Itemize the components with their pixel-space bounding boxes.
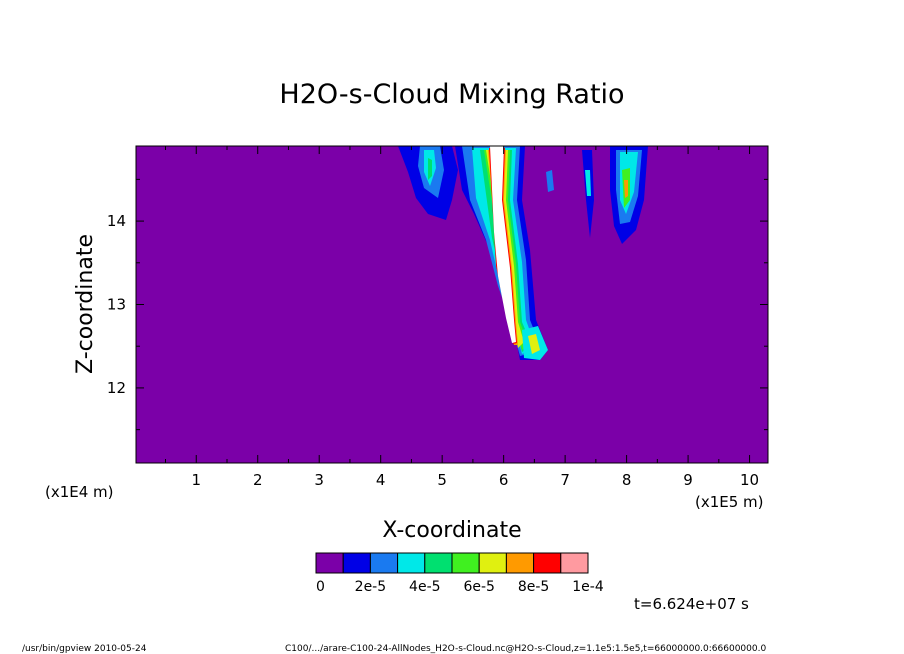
colorbar-swatch <box>315 552 344 574</box>
cloud-contour <box>546 170 554 192</box>
x-tick-label: 5 <box>437 471 447 489</box>
x-tick-label: 8 <box>622 471 632 489</box>
cloud-core <box>490 146 516 343</box>
y-tick-label: 12 <box>107 379 126 397</box>
x-tick-label: 1 <box>191 471 201 489</box>
colorbar-swatch <box>478 552 507 574</box>
x-tick-label: 4 <box>376 471 386 489</box>
x-tick-label: 3 <box>314 471 324 489</box>
x-axis-label: X-coordinate <box>382 518 521 543</box>
cloud-contour <box>585 170 591 196</box>
colorbar-label: 2e-5 <box>355 579 386 595</box>
cloud-contour <box>624 180 628 198</box>
time-annotation: t=6.624e+07 s <box>634 595 749 613</box>
footer-right: C100/.../arare-C100-24-AllNodes_H2O-s-Cl… <box>285 644 766 654</box>
colorbar-swatch <box>505 552 535 574</box>
x-tick-label: 10 <box>740 471 759 489</box>
y-axis: 12 13 14 <box>107 178 768 431</box>
colorbar-swatch <box>397 552 426 574</box>
colorbar-label: 0 <box>316 579 325 595</box>
cloud-contour <box>428 158 432 180</box>
chart-title: H2O-s-Cloud Mixing Ratio <box>279 79 624 110</box>
colorbar-label: 4e-5 <box>409 579 440 595</box>
cloud-contour <box>528 334 540 354</box>
colorbar-label: 6e-5 <box>463 579 494 595</box>
colorbar-swatch <box>369 552 399 574</box>
x-tick-label: 9 <box>683 471 693 489</box>
colorbar: 0 2e-5 4e-5 6e-5 8e-5 1e-4 <box>315 552 604 595</box>
colorbar-swatch <box>533 552 562 574</box>
y-tick-label: 14 <box>107 212 126 230</box>
colorbar-swatch <box>424 552 453 574</box>
x-axis: 1 2 3 4 5 6 7 8 9 10 <box>165 146 759 489</box>
colorbar-swatch <box>342 552 371 574</box>
x-axis-unit: (x1E5 m) <box>695 493 764 511</box>
colorbar-label: 8e-5 <box>518 579 549 595</box>
colorbar-label: 1e-4 <box>572 579 604 595</box>
x-tick-label: 6 <box>499 471 509 489</box>
colorbar-swatch <box>451 552 480 574</box>
x-tick-label: 2 <box>253 471 263 489</box>
y-axis-unit: (x1E4 m) <box>45 483 114 501</box>
footer-left: /usr/bin/gpview 2010-05-24 <box>22 644 147 654</box>
y-tick-label: 13 <box>107 296 126 314</box>
x-tick-label: 7 <box>560 471 570 489</box>
y-axis-label: Z-coordinate <box>73 234 98 374</box>
cloud-field <box>398 146 648 360</box>
colorbar-swatch <box>560 552 589 574</box>
